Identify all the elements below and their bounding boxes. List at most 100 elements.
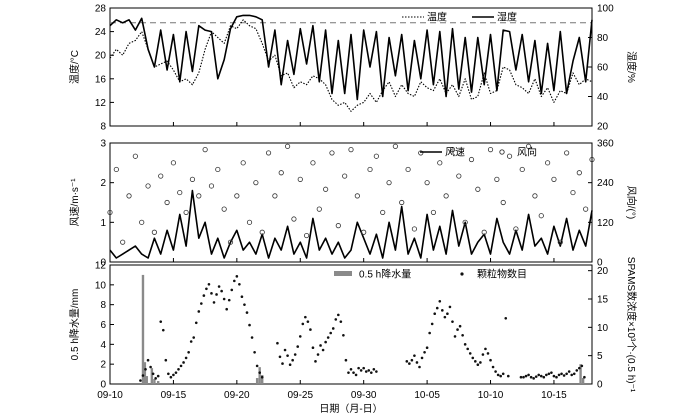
particle-count-point xyxy=(156,374,160,378)
legend-swatch-dots xyxy=(460,272,464,276)
particle-count-point xyxy=(476,363,480,367)
wind-direction-point xyxy=(494,176,500,182)
particle-count-point xyxy=(258,371,261,374)
wind-direction-point xyxy=(557,239,563,245)
particle-count-point xyxy=(448,305,452,309)
x-tick-label: 09-30 xyxy=(351,390,377,401)
right-tick-label: 0 xyxy=(597,380,603,391)
particle-count-point xyxy=(238,282,241,286)
wind-direction-point xyxy=(551,176,557,182)
wind-direction-point xyxy=(481,229,487,235)
particle-count-point xyxy=(182,361,185,364)
particle-count-point xyxy=(413,354,416,357)
wind-direction-point xyxy=(367,166,373,173)
particle-count-point xyxy=(357,366,360,370)
wind-direction-point xyxy=(284,143,291,149)
precipitation-bar xyxy=(141,274,145,384)
particle-count-point xyxy=(534,375,538,378)
particle-count-point xyxy=(529,375,533,379)
particle-count-point xyxy=(240,295,244,299)
particle-count-point xyxy=(547,372,551,376)
particle-count-point xyxy=(296,345,300,348)
particle-count-point xyxy=(189,340,193,343)
particle-count-point xyxy=(496,373,500,377)
particle-count-point xyxy=(446,312,449,316)
particle-count-point xyxy=(562,374,566,377)
particle-count-point xyxy=(255,364,259,368)
wind-direction-point xyxy=(576,170,582,176)
particle-count-point xyxy=(192,336,196,339)
wind-direction-point xyxy=(589,156,595,163)
wind-direction-point xyxy=(405,166,411,173)
particle-count-point xyxy=(499,374,502,378)
particle-count-point xyxy=(243,303,246,306)
left-tick-label: 2 xyxy=(100,360,106,371)
wind-direction-point xyxy=(304,232,310,239)
wind-direction-point xyxy=(259,229,265,235)
particle-count-point xyxy=(506,374,510,378)
particle-count-point xyxy=(253,350,256,354)
particle-count-point xyxy=(372,367,376,371)
particle-count-point xyxy=(293,353,297,356)
wind-direction-point xyxy=(189,176,196,182)
particle-count-point xyxy=(154,377,157,380)
particle-count-point xyxy=(301,322,305,326)
particle-count-point xyxy=(347,371,350,374)
particle-count-point xyxy=(177,367,180,371)
particle-count-point xyxy=(316,353,320,356)
particle-count-point xyxy=(291,358,294,362)
wind-direction-point xyxy=(430,209,437,216)
left-tick-label: 8 xyxy=(100,300,106,311)
wind-direction-point xyxy=(278,170,284,176)
particle-count-point xyxy=(207,282,211,286)
wind-direction-point xyxy=(139,219,145,225)
particle-count-point xyxy=(405,360,409,363)
particle-count-point xyxy=(423,350,426,354)
particle-count-point xyxy=(354,373,358,377)
particle-count-point xyxy=(311,346,315,350)
particle-count-point xyxy=(278,355,282,359)
particle-count-point xyxy=(359,369,363,372)
wind-direction-point xyxy=(570,189,576,196)
particle-count-point xyxy=(159,320,163,323)
wind-direction-point xyxy=(196,193,202,199)
particle-count-point xyxy=(329,331,333,335)
particle-count-point xyxy=(501,372,505,376)
wind-direction-point xyxy=(310,160,316,166)
left-tick-label: 6 xyxy=(100,320,106,331)
wind-direction-point xyxy=(506,153,513,159)
particle-count-point xyxy=(441,309,444,312)
right-tick-label: 5 xyxy=(597,351,603,362)
particle-count-point xyxy=(532,377,535,380)
plot-frame xyxy=(109,142,593,263)
particle-count-point xyxy=(415,361,419,364)
particle-count-point xyxy=(430,322,434,326)
particle-count-point xyxy=(545,373,548,377)
particle-count-point xyxy=(141,374,145,377)
particle-count-point xyxy=(298,335,302,338)
wind-direction-point xyxy=(449,147,456,153)
particle-count-point xyxy=(220,289,223,293)
particle-count-point xyxy=(527,373,530,377)
particle-count-point xyxy=(489,358,492,362)
particle-count-point xyxy=(248,323,251,327)
wind-direction-point xyxy=(234,193,240,199)
particle-count-point xyxy=(337,313,340,317)
x-tick-label: 10-10 xyxy=(478,390,504,401)
particle-count-point xyxy=(151,372,155,376)
wind-direction-point xyxy=(525,143,532,149)
particle-count-point xyxy=(217,285,221,288)
particle-count-point xyxy=(334,318,338,321)
wind-direction-point xyxy=(272,193,278,199)
left-tick-label: 0 xyxy=(100,258,106,269)
particle-count-point xyxy=(583,375,586,379)
particle-count-point xyxy=(212,301,216,304)
particle-count-point xyxy=(222,297,226,301)
particle-count-point xyxy=(435,306,439,310)
particle-count-point xyxy=(375,370,378,373)
wind-direction-point xyxy=(126,193,132,199)
particle-count-point xyxy=(339,320,343,323)
particle-count-point xyxy=(453,335,457,338)
particle-count-point xyxy=(550,371,553,374)
